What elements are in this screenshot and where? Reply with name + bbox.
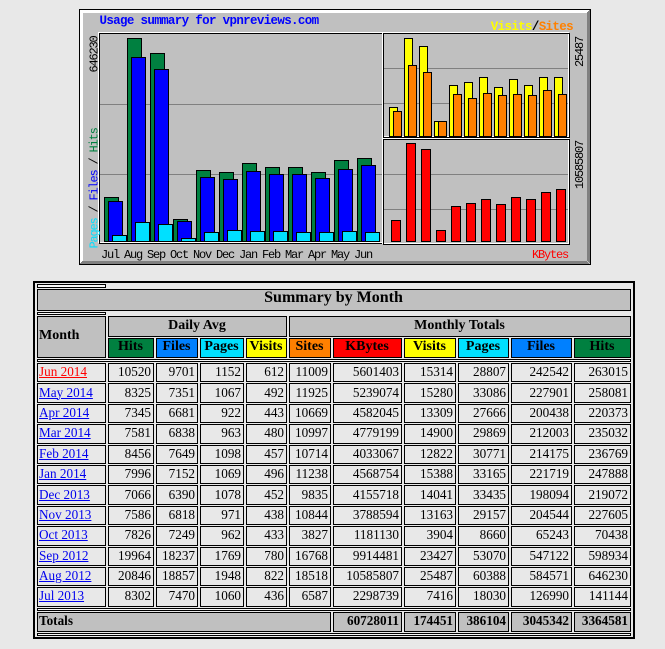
svg-text:10585807: 10585807 bbox=[573, 140, 587, 189]
svg-text:Visits/Sites: Visits/Sites bbox=[491, 20, 573, 34]
svg-text:Sep: Sep bbox=[147, 248, 166, 262]
svg-text:Jan: Jan bbox=[239, 248, 258, 262]
svg-text:KBytes: KBytes bbox=[532, 248, 569, 262]
svg-text:Dec: Dec bbox=[216, 248, 235, 262]
svg-text:May: May bbox=[331, 248, 350, 262]
svg-text:Jun: Jun bbox=[354, 248, 373, 262]
svg-text:Mar: Mar bbox=[285, 248, 304, 262]
svg-text:Usage summary for vpnreviews.c: Usage summary for vpnreviews.com bbox=[100, 14, 320, 28]
svg-text:Pages / Files / Hits: Pages / Files / Hits bbox=[88, 127, 102, 248]
svg-text:Apr: Apr bbox=[308, 248, 327, 262]
svg-text:Aug: Aug bbox=[124, 248, 143, 262]
svg-text:25487: 25487 bbox=[573, 36, 587, 67]
svg-text:Feb: Feb bbox=[262, 248, 281, 262]
svg-text:646230: 646230 bbox=[88, 35, 102, 72]
svg-text:Oct: Oct bbox=[170, 248, 188, 262]
svg-text:Nov: Nov bbox=[193, 248, 212, 262]
svg-text:Jul: Jul bbox=[101, 248, 120, 262]
